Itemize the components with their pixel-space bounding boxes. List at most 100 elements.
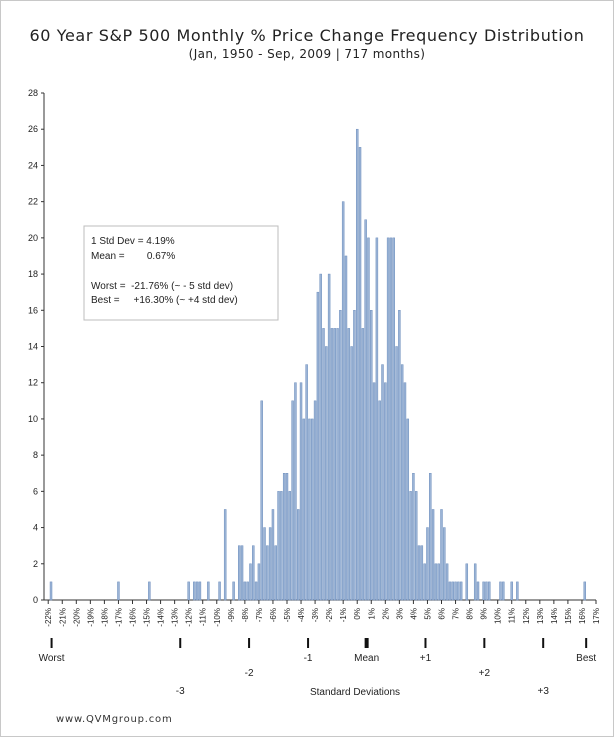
histogram-bar xyxy=(403,382,407,601)
histogram-bar xyxy=(288,491,292,601)
sd-marker-label: +2 xyxy=(479,668,491,679)
histogram-bar xyxy=(420,545,424,601)
histogram-bar xyxy=(364,219,367,601)
sd-marker-tick xyxy=(307,638,310,648)
histogram-bar xyxy=(426,527,429,601)
x-tick-label: -9% xyxy=(227,608,236,622)
histogram-bar xyxy=(294,382,297,601)
histogram-bar xyxy=(218,581,221,601)
histogram-bar xyxy=(311,418,314,601)
histogram-bar xyxy=(148,581,151,601)
histogram-bar xyxy=(232,581,235,601)
histogram-bar xyxy=(260,400,263,601)
histogram-bar xyxy=(482,581,485,601)
histogram-bar xyxy=(243,581,247,601)
histogram-bar xyxy=(308,418,311,601)
histogram-bar xyxy=(384,382,387,601)
histogram-bar xyxy=(193,581,196,601)
histogram-bar xyxy=(437,563,440,601)
y-tick-label: 2 xyxy=(33,559,38,569)
histogram-bar xyxy=(325,346,328,601)
histogram-bar xyxy=(291,400,294,601)
bars xyxy=(49,128,587,601)
histogram-bar xyxy=(381,364,384,601)
sd-marker-tick xyxy=(179,638,182,648)
histogram-bar xyxy=(434,563,438,601)
histogram-bar xyxy=(246,581,249,601)
histogram-bar xyxy=(445,563,449,601)
histogram-bar xyxy=(187,581,190,601)
histogram-bar xyxy=(280,491,283,601)
sd-marker-label: -3 xyxy=(176,686,185,697)
histogram-bar xyxy=(271,509,275,601)
x-tick-label: -21% xyxy=(58,608,67,627)
annotation-line-5: Best = +16.30% (~ +4 std dev) xyxy=(91,295,238,306)
histogram-bar xyxy=(117,581,120,601)
histogram-bar xyxy=(358,147,362,601)
histogram-bar xyxy=(257,563,261,601)
histogram-bar xyxy=(502,581,505,601)
x-tick-label: 12% xyxy=(522,608,531,624)
histogram-bar xyxy=(476,581,480,601)
x-tick-label: 4% xyxy=(409,608,418,620)
histogram-bar xyxy=(333,328,336,601)
histogram-bar xyxy=(392,237,395,601)
histogram-bar xyxy=(409,491,412,601)
histogram-bar xyxy=(350,346,353,601)
x-tick-label: 1% xyxy=(367,608,376,620)
histogram-bar xyxy=(440,509,443,601)
x-tick-label: -19% xyxy=(86,608,95,627)
y-tick-label: 8 xyxy=(33,450,38,460)
x-tick-label: -1% xyxy=(339,608,348,622)
x-tick-label: 15% xyxy=(564,608,573,624)
x-tick-label: -15% xyxy=(143,608,152,627)
sd-marker-label: -1 xyxy=(304,653,313,664)
sd-marker-tick xyxy=(50,638,53,648)
x-tick-label: -11% xyxy=(199,608,208,626)
histogram-bar xyxy=(389,237,393,601)
histogram-bar xyxy=(195,581,199,601)
histogram-bar xyxy=(316,291,320,601)
x-tick-label: -6% xyxy=(269,608,278,622)
histogram-bar xyxy=(443,527,446,601)
histogram-bar xyxy=(319,273,322,601)
histogram-bar xyxy=(238,545,241,601)
histogram-bar xyxy=(451,581,454,601)
x-tick-label: -10% xyxy=(213,608,222,627)
annotation-line-4: Worst = -21.76% (~ - 5 std dev) xyxy=(91,281,233,292)
histogram-bar xyxy=(198,581,202,601)
histogram-bar xyxy=(473,563,477,601)
sd-marker-tick xyxy=(364,638,369,648)
x-tick-label: -7% xyxy=(255,608,264,622)
y-tick-label: 26 xyxy=(28,124,38,134)
chart-subtitle: (Jan, 1950 - Sep, 2009 | 717 months) xyxy=(189,47,426,61)
histogram-bar xyxy=(459,581,463,601)
x-tick-label: 2% xyxy=(381,608,390,620)
y-tick-label: 6 xyxy=(33,486,38,496)
x-tick-label: -3% xyxy=(311,608,320,622)
y-tick-label: 10 xyxy=(28,414,38,424)
annotation-line-2: Mean = 0.67% xyxy=(91,251,175,262)
x-tick-label: 6% xyxy=(437,608,446,620)
histogram-bar xyxy=(361,328,365,601)
x-tick-label: 14% xyxy=(550,608,559,624)
histogram-bar xyxy=(423,563,426,601)
y-tick-label: 24 xyxy=(28,160,38,170)
sd-markers: Worst -3 -2 -1 Mean +1 +2 +3 Best xyxy=(39,638,596,697)
y-tick-label: 12 xyxy=(28,378,38,388)
sd-marker-label: +3 xyxy=(537,686,549,697)
histogram-bar xyxy=(395,346,398,601)
histogram-bar xyxy=(207,581,210,601)
histogram-bar xyxy=(282,473,286,601)
x-tick-label: -20% xyxy=(72,608,81,627)
histogram-bar xyxy=(510,581,513,601)
sd-marker-tick xyxy=(483,638,486,648)
histogram-bar xyxy=(254,581,258,601)
annotation-line-1: 1 Std Dev = 4.19% xyxy=(91,236,175,247)
histogram-bar xyxy=(485,581,488,601)
x-tick-label: -2% xyxy=(325,608,334,622)
x-tick-label: -12% xyxy=(185,608,194,627)
histogram-bar xyxy=(414,491,418,601)
y-tick-label: 16 xyxy=(28,305,38,315)
footer-url: www.QVMgroup.com xyxy=(56,714,173,725)
